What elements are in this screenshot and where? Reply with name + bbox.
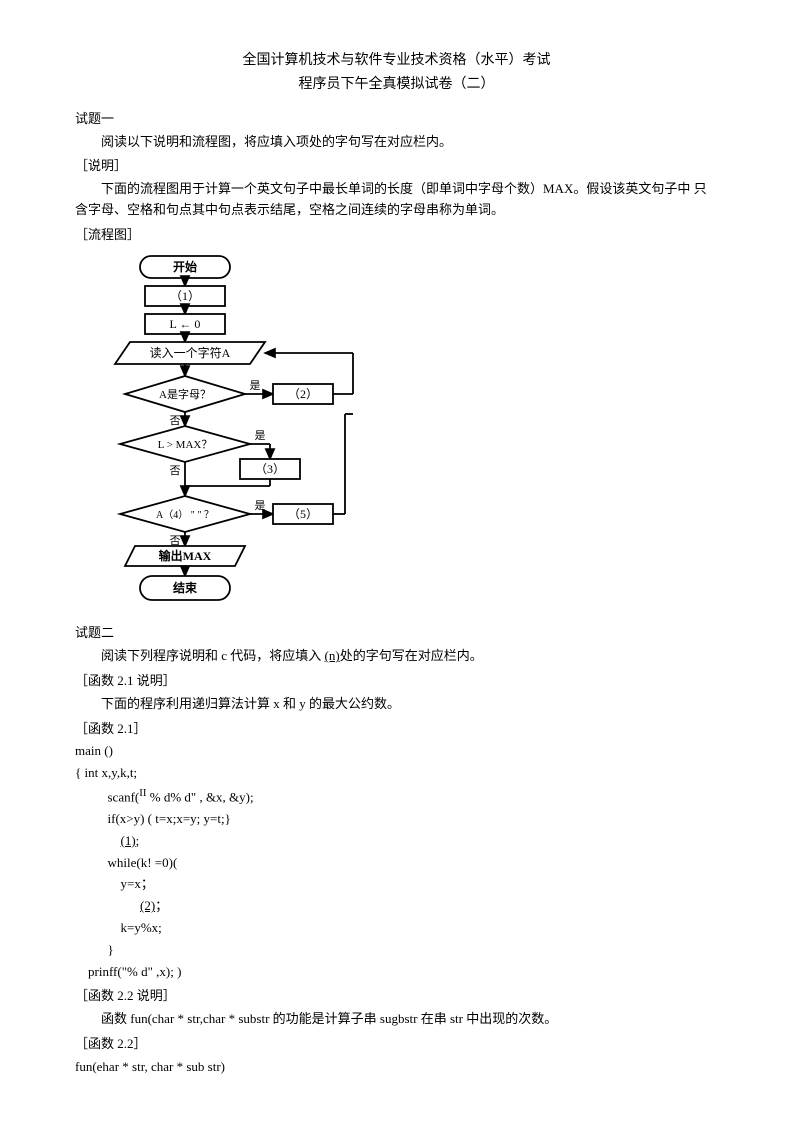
fc-d1-no: 否	[170, 415, 181, 427]
q1-heading: 试题一	[75, 109, 718, 130]
code21-l4: if(x>y) ( t=x;x=y; y=t;}	[75, 809, 718, 830]
code21-l10: }	[75, 940, 718, 961]
q2-p1: 阅读下列程序说明和 c 代码，将应填入 (n)处的字句写在对应栏内。	[75, 646, 718, 667]
fc-box3: （2）	[288, 387, 318, 401]
q2-heading: 试题二	[75, 623, 718, 644]
code21-l5: (1);	[75, 831, 718, 852]
code21-l5-sfx: ;	[136, 833, 140, 848]
code21-l7: y=x；	[75, 874, 718, 895]
fc-d3-yes: 是	[255, 499, 266, 512]
code21-l6: while(k! =0)(	[75, 853, 718, 874]
code21-l9: k=y%x;	[75, 918, 718, 939]
code21-l8: (2)；	[75, 896, 718, 917]
fc-d3: A（4） " " ？	[156, 509, 214, 521]
fn21-label: ［函数 2.1 说明］	[75, 671, 718, 692]
q2-p1-post: 处的字句写在对应栏内。	[340, 648, 483, 663]
code21-l3: scanf(II % d% d" , &x, &y);	[75, 785, 718, 808]
fc-d1-yes: 是	[250, 379, 261, 392]
fc-end: 结束	[173, 580, 198, 595]
fn22-label: ［函数 2.2 说明］	[75, 986, 718, 1007]
fc-input: 读入一个字符A	[150, 345, 231, 360]
code21-l11: prinff("% d" ,x); )	[75, 962, 718, 983]
q2-p1-pre: 阅读下列程序说明和 c 代码，将应填入	[101, 648, 325, 663]
fc-d2: L > MAX？	[158, 439, 213, 451]
code21-l1: main ()	[75, 741, 718, 762]
fc-d2-no: 否	[170, 465, 181, 477]
subtitle: 程序员下午全真模拟试卷（二）	[75, 74, 718, 96]
fc-start: 开始	[173, 259, 197, 274]
code21-l2: { int x,y,k,t;	[75, 763, 718, 784]
fc-d2-yes: 是	[255, 429, 266, 442]
flowchart-diagram: 开始 （1） L ← 0 读入一个字符A A是字母？ 是 （2） 否 L > M…	[105, 254, 718, 616]
fc-d1: A是字母？	[159, 387, 211, 401]
code22-l1: fun(ehar * str, char * sub str)	[75, 1057, 718, 1078]
main-title: 全国计算机技术与软件专业技术资格（水平）考试	[75, 50, 718, 72]
fn21-code-label: ［函数 2.1］	[75, 719, 718, 740]
code21-l8-sfx: ；	[155, 898, 168, 913]
q1-shuoming-label: ［说明］	[75, 156, 718, 177]
fc-box2: L ← 0	[170, 317, 201, 331]
fn21-desc: 下面的程序利用递归算法计算 x 和 y 的最大公约数。	[75, 694, 718, 715]
fc-box4: （3）	[255, 462, 285, 476]
q2-p1-n: (n)	[325, 648, 340, 663]
fc-box1: （1）	[170, 289, 200, 303]
code21-l8-u: (2)	[140, 898, 155, 913]
q1-p1: 阅读以下说明和流程图，将应填入项处的字句写在对应栏内。	[75, 132, 718, 153]
q1-p2: 下面的流程图用于计算一个英文句子中最长单词的长度（即单词中字母个数）MAX。假设…	[75, 179, 718, 221]
code21-l3-pre: scanf(	[108, 789, 140, 804]
fc-output: 输出MAX	[159, 548, 212, 563]
fn22-desc: 函数 fun(char * str,char * substr 的功能是计算子串…	[75, 1009, 718, 1030]
q1-flowchart-label: ［流程图］	[75, 225, 718, 246]
fc-box5: （5）	[288, 507, 318, 521]
code21-l5-u: (1)	[121, 833, 136, 848]
fn22-code-label: ［函数 2.2］	[75, 1034, 718, 1055]
code21-l3-post: % d% d" , &x, &y);	[146, 789, 253, 804]
